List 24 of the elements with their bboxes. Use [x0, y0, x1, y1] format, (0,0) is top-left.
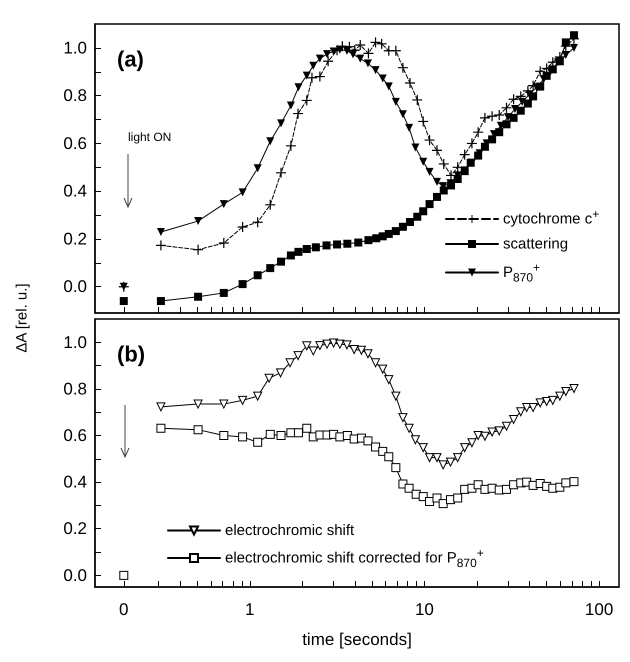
x-tick-label: 100 — [584, 600, 614, 619]
y-tick-label: 0.0 — [63, 566, 87, 585]
legend-label: cytochrome c+ — [503, 207, 600, 228]
x-tick-label: 10 — [414, 600, 434, 619]
y-tick-label: 1.0 — [63, 332, 87, 352]
y-tick-label: 0.0 — [63, 277, 87, 296]
y-tick-label: 1.0 — [63, 38, 87, 58]
annotation: (b) — [117, 342, 146, 366]
y-tick-label: 0.8 — [63, 379, 87, 398]
y-tick-label: 0.2 — [63, 519, 87, 538]
y-axis-title: ΔA [rel. u.] — [14, 283, 30, 353]
y-tick-label: 0.4 — [63, 182, 87, 201]
annotation: light ON — [128, 130, 172, 144]
legend-label: electrochromic shift — [225, 522, 356, 539]
legend-label: scattering — [503, 236, 568, 252]
y-tick-label: 0.4 — [63, 472, 87, 492]
y-tick-label: 0.6 — [63, 426, 87, 446]
y-tick-label: 0.6 — [63, 134, 87, 153]
y-tick-label: 0.2 — [63, 229, 87, 248]
x-tick-label: 1 — [245, 600, 254, 619]
y-tick-label: 0.8 — [63, 86, 87, 106]
x-tick-label: 0 — [119, 600, 129, 619]
annotation: (a) — [117, 46, 144, 72]
x-axis-title: time [seconds] — [302, 630, 412, 649]
